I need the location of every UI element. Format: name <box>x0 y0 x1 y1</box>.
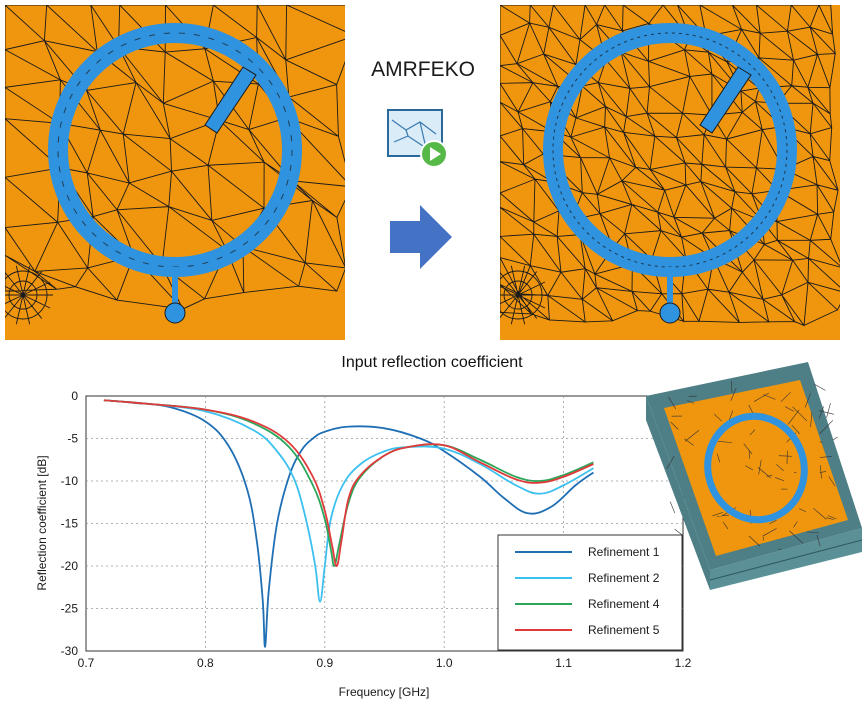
box-side-front <box>710 528 862 590</box>
refined-mesh-svg <box>500 5 840 340</box>
x-axis-label: Frequency [GHz] <box>339 685 430 699</box>
box-mesh-path <box>666 380 838 550</box>
substrate-top <box>664 380 848 556</box>
x-tick-labels: 0.7 0.8 0.9 1.0 1.1 1.2 <box>78 656 692 670</box>
mesh-path <box>5 5 345 325</box>
refined-mesh-view <box>500 5 840 340</box>
feed-port <box>659 302 681 324</box>
ring-stub <box>699 66 752 134</box>
right-arrow-icon <box>390 205 454 274</box>
y-tick-label: -30 <box>61 644 79 658</box>
mesh-lines <box>5 5 345 325</box>
ring-resonator-3d <box>704 412 808 524</box>
y-tick-label: -10 <box>61 474 79 488</box>
y-tick-label: -25 <box>61 602 79 616</box>
x-tick-label: 1.0 <box>436 656 453 670</box>
x-tick-label: 0.8 <box>197 656 214 670</box>
series-line-1 <box>103 399 594 648</box>
chart-title: Input reflection coefficient <box>341 354 523 371</box>
y-tick-label: -15 <box>61 517 79 531</box>
legend-label: Refinement 1 <box>588 545 660 559</box>
x-tick-label: 1.1 <box>555 656 572 670</box>
box-side-left <box>646 396 710 590</box>
y-axis-label: Reflection coefficient [dB] <box>35 455 49 590</box>
feed-line <box>172 267 178 309</box>
reflection-chart: 0.7 0.8 0.9 1.0 1.1 1.2 0 -5 -10 -15 -20 -25 -30 Fr… <box>35 389 692 699</box>
series-group <box>103 399 594 648</box>
legend: Refinement 1 Refinement 2 Refinement 4 Refi… <box>497 534 683 651</box>
amrfeko-app-icon[interactable] <box>386 108 456 175</box>
amrfeko-label: AMRFEKO <box>371 58 475 81</box>
y-tick-labels: 0 -5 -10 -15 -20 -25 -30 <box>61 389 79 658</box>
play-icon <box>387 109 448 168</box>
coarse-mesh-svg <box>5 5 345 340</box>
series-line-2 <box>103 399 594 603</box>
box-mesh-lines <box>666 380 838 550</box>
feed-line <box>667 267 673 309</box>
coarse-mesh-view <box>5 5 345 340</box>
legend-label: Refinement 2 <box>588 571 660 585</box>
feed-port <box>164 302 186 324</box>
ring-stub <box>204 66 257 134</box>
series-line-4 <box>103 399 594 567</box>
x-tick-label: 1.2 <box>675 656 692 670</box>
y-tick-label: -20 <box>61 559 79 573</box>
y-tick-label: -5 <box>67 432 78 446</box>
legend-label: Refinement 4 <box>588 597 660 611</box>
box-edge <box>709 539 863 581</box>
y-tick-label: 0 <box>71 389 78 403</box>
legend-label: Refinement 5 <box>588 623 660 637</box>
3d-model-view <box>640 362 864 597</box>
x-tick-label: 0.7 <box>78 656 95 670</box>
3d-model-svg <box>646 362 863 590</box>
x-tick-label: 0.9 <box>316 656 333 670</box>
